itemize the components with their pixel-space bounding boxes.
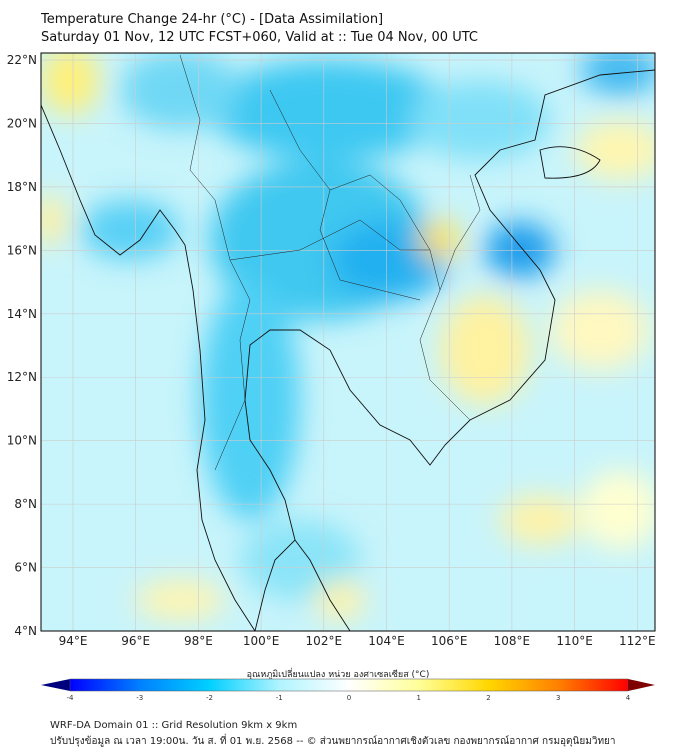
latitude-label: 20°N [7, 116, 37, 130]
colorbar-tick-label: 3 [556, 694, 561, 702]
colorbar-title: อุณหภูมิเปลี่ยนแปลง หน่วย องศาเซลเซียส (… [246, 670, 430, 680]
longitude-label: 96°E [121, 634, 150, 648]
longitude-label: 106°E [431, 634, 468, 648]
colorbar-tick-label: 0 [346, 694, 352, 702]
longitude-label: 104°E [368, 634, 405, 648]
coastlines [41, 69, 655, 631]
latitude-labels: 22°N 20°N 18°N 16°N 14°N 12°N 10°N 8°N 6°N 4°N [7, 53, 37, 638]
colorbar-tick-label: -4 [66, 694, 74, 702]
colorbar-tick-label: -2 [206, 694, 213, 702]
latitude-label: 12°N [7, 370, 37, 384]
map-frame [40, 52, 656, 632]
colorbar-low-extension [41, 679, 70, 691]
latitude-label: 10°N [7, 434, 37, 448]
longitude-label: 100°E [243, 634, 280, 648]
longitude-label: 110°E [556, 634, 593, 648]
colorbar [41, 678, 655, 692]
colorbar-tick-label: 2 [486, 694, 491, 702]
longitude-label: 112°E [619, 634, 656, 648]
latitude-label: 18°N [7, 180, 37, 194]
colorbar-tick-label: -1 [275, 694, 283, 702]
latitude-label: 14°N [7, 307, 37, 321]
map-subtitle: Saturday 01 Nov, 12 UTC FCST+060, Valid … [41, 30, 478, 45]
latitude-label: 16°N [7, 243, 37, 257]
footer-credits: ปรับปรุงข้อมูล ณ เวลา 19:00น. วัน ส. ที่… [50, 736, 616, 747]
latitude-label: 6°N [14, 561, 37, 575]
temperature-change-map: 22°N 20°N 18°N 16°N 14°N 12°N 10°N 8°N 6°N 4°N 94… [7, 52, 656, 648]
latitude-label: 4°N [14, 624, 37, 638]
latitude-label: 22°N [7, 53, 37, 67]
longitude-label: 108°E [494, 634, 531, 648]
colorbar-tick-label: 4 [625, 694, 631, 702]
colorbar-tick-label: -3 [136, 694, 144, 702]
longitude-label: 94°E [59, 634, 88, 648]
borders [179, 54, 481, 471]
colorbar-tick-label: 1 [416, 694, 421, 702]
longitude-label: 102°E [306, 634, 343, 648]
longitude-labels: 94°E 96°E 98°E 100°E 102°E 104°E 106°E 108°E 110… [59, 634, 656, 648]
map-title: Temperature Change 24-hr (°C) - [Data As… [41, 12, 384, 27]
latitude-label: 8°N [14, 497, 37, 511]
colorbar-gradient [69, 678, 629, 692]
colorbar-high-extension [628, 679, 655, 691]
longitude-label: 98°E [184, 634, 213, 648]
temperature-field [41, 53, 655, 631]
footer-model-info: WRF-DA Domain 01 :: Grid Resolution 9km … [50, 720, 298, 731]
